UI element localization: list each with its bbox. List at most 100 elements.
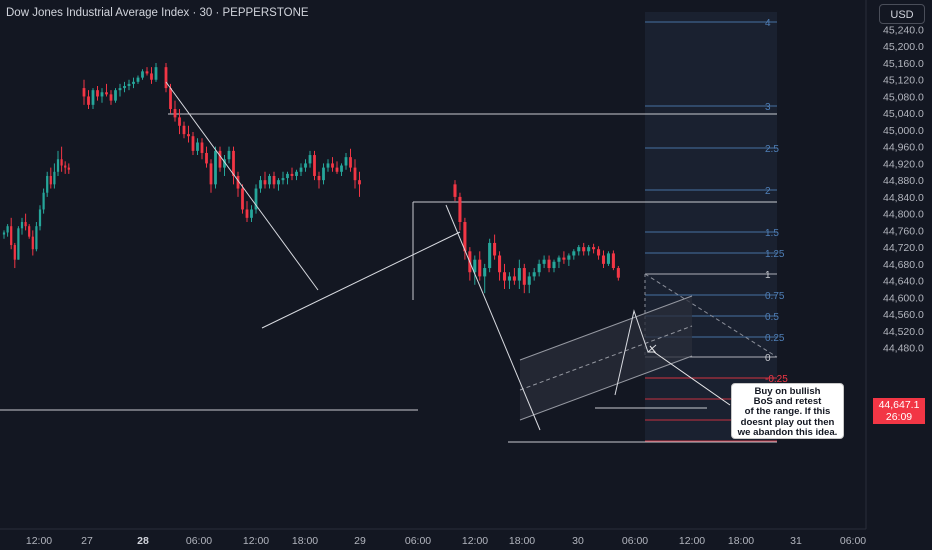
candle-body	[601, 255, 606, 264]
candle-body	[38, 209, 42, 227]
candle-body	[587, 247, 591, 252]
time-tick-label: 31	[790, 535, 802, 547]
candle-body	[286, 173, 289, 179]
candle-body	[196, 142, 199, 151]
candle-body	[46, 175, 49, 193]
candle-body	[272, 175, 276, 185]
time-tick-label: 06:00	[622, 535, 648, 547]
candle-body	[335, 167, 339, 172]
time-tick-label: 28	[137, 535, 149, 547]
fib-level-label: 1.5	[765, 228, 779, 239]
candle-body	[562, 257, 566, 260]
price-tick-label: 45,160.0	[883, 58, 924, 70]
trendline-down-1	[165, 81, 319, 291]
candle-body	[10, 226, 13, 246]
candle-body	[263, 180, 267, 185]
time-tick-label: 30	[572, 535, 584, 547]
candle-body	[616, 268, 620, 278]
candle-body	[611, 253, 615, 269]
candle-body	[488, 242, 492, 269]
price-tick-label: 44,480.0	[883, 343, 924, 355]
price-scale[interactable]	[866, 0, 932, 550]
trendline-down-2	[445, 204, 541, 431]
fib-projection-zone	[645, 12, 777, 442]
annotation-line: of the range. If this	[744, 406, 831, 418]
candle-body	[118, 88, 122, 91]
candle-body	[322, 167, 325, 181]
candle-body	[24, 222, 27, 227]
time-tick-label: 12:00	[26, 535, 52, 547]
time-tick-label: 12:00	[462, 535, 488, 547]
time-axis[interactable]	[0, 529, 932, 550]
candle-body	[483, 268, 487, 277]
candle-body	[82, 88, 86, 97]
price-tick-label: 44,680.0	[883, 259, 924, 271]
price-tick-label: 45,120.0	[883, 75, 924, 87]
candle-body	[582, 247, 586, 252]
candle-body	[542, 259, 546, 264]
annotation-line: we abandon this idea.	[737, 426, 838, 438]
candle-body	[317, 175, 321, 181]
candle-body	[223, 159, 226, 168]
price-tick-label: 44,520.0	[883, 326, 924, 338]
candle-body	[512, 276, 516, 281]
channel-lower-line	[519, 355, 693, 421]
candle-body	[64, 165, 67, 168]
candle-body	[527, 276, 531, 285]
fib-level-label: 0.75	[765, 291, 785, 302]
candle-body	[178, 117, 181, 126]
candle-body	[31, 236, 34, 250]
candle-body	[20, 222, 24, 229]
annotation-line: Buy on bullish	[754, 386, 821, 397]
candle-body	[105, 92, 108, 95]
candle-body	[236, 175, 240, 189]
candle-body	[214, 150, 217, 185]
time-tick-label: 29	[354, 535, 366, 547]
candle-body	[340, 165, 343, 172]
candle-body	[141, 71, 144, 78]
currency-button[interactable]: USD	[879, 4, 925, 24]
candle-body	[308, 155, 312, 164]
candle-body	[56, 159, 60, 172]
candle-body	[254, 188, 258, 210]
candle-body	[458, 196, 462, 223]
candle-body	[87, 96, 90, 105]
candle-body	[331, 163, 334, 168]
fib-level-label: 2.5	[765, 144, 779, 155]
candle-body	[191, 136, 195, 151]
channel-mid-line	[519, 325, 693, 391]
price-tick-label: 44,840.0	[883, 192, 924, 204]
pointer-arrowhead	[648, 345, 657, 353]
price-tick-label: 44,920.0	[883, 158, 924, 170]
candle-body	[259, 180, 262, 189]
candle-body	[577, 247, 581, 252]
countdown-timer: 26:09	[885, 411, 913, 423]
candle-body	[498, 255, 502, 273]
price-tick-label: 44,600.0	[883, 292, 924, 304]
price-tick-label: 44,800.0	[883, 209, 924, 221]
trendline-up-1	[261, 231, 461, 329]
candle-body	[552, 261, 556, 269]
candle-body	[2, 232, 6, 235]
candle-body	[145, 71, 149, 74]
candle-body	[169, 88, 172, 110]
candle-body	[557, 257, 561, 262]
price-tick-label: 44,760.0	[883, 225, 924, 237]
candle-body	[28, 226, 31, 237]
candle-body	[100, 92, 104, 97]
candle-body	[209, 163, 213, 185]
fib-level-label: 0	[765, 353, 771, 364]
candle-body	[245, 209, 249, 218]
time-tick-label: 12:00	[243, 535, 269, 547]
candle-body	[67, 167, 70, 170]
candle-body	[205, 152, 208, 164]
annotation-line: doesnt play out then	[740, 416, 835, 428]
annotation-pointer	[653, 351, 731, 406]
candle-body	[173, 109, 177, 118]
candle-body	[606, 253, 610, 264]
candle-body	[304, 163, 307, 168]
annotation-note[interactable]: Buy on bullish BoS and retest of the ran…	[731, 383, 844, 439]
candle-body	[182, 125, 186, 135]
